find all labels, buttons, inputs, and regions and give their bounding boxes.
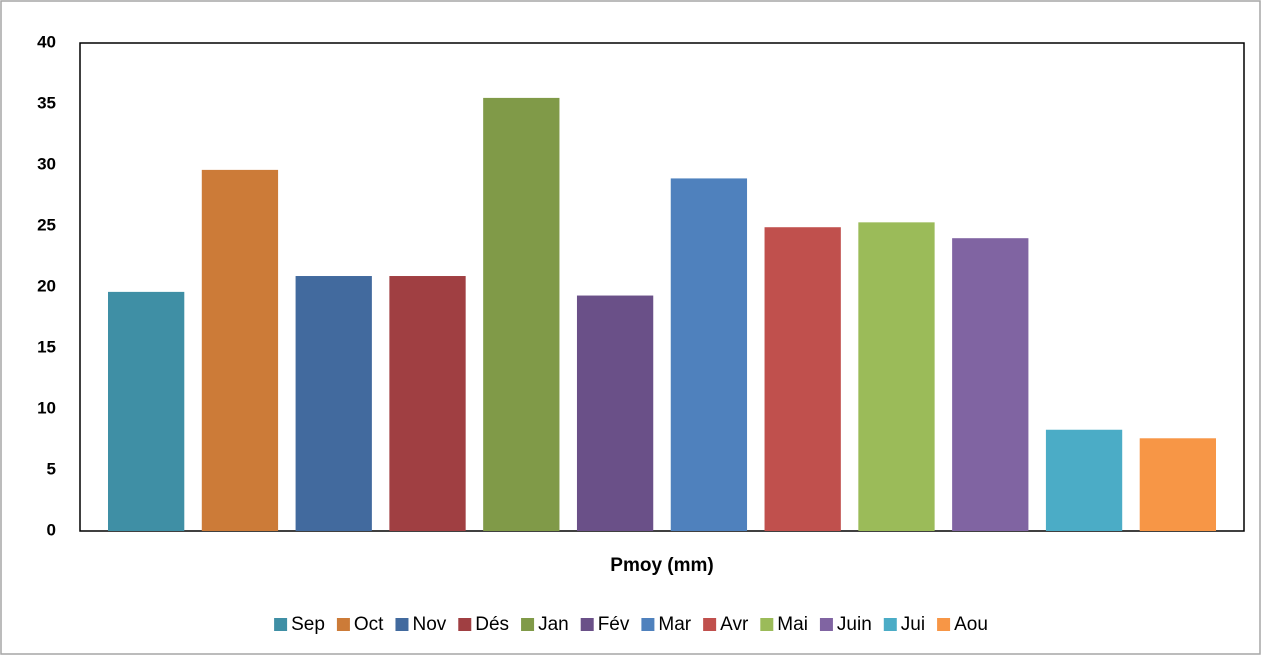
bar: [295, 276, 372, 531]
legend-label: Jan: [538, 614, 569, 635]
legend-swatch: [819, 618, 833, 631]
legend-swatch: [274, 618, 288, 631]
bar: [108, 291, 185, 531]
legend-swatch: [395, 618, 409, 631]
legend-label: Jui: [901, 614, 925, 635]
y-tick-label: 35: [37, 93, 56, 112]
legend-label: Juin: [837, 614, 872, 635]
bar: [1139, 438, 1216, 531]
bar: [1045, 429, 1123, 531]
y-tick-label: 20: [37, 276, 56, 295]
y-tick-label: 0: [47, 520, 56, 539]
bar: [764, 227, 841, 531]
legend-label: Sep: [291, 614, 325, 635]
legend-label: Nov: [412, 614, 446, 635]
bar: [576, 295, 654, 531]
y-tick-label: 25: [37, 215, 56, 234]
legend-swatch: [458, 618, 472, 631]
legend-label: Avr: [720, 614, 749, 635]
legend-swatch: [641, 618, 655, 631]
x-axis-category-label: Pmoy (mm): [610, 555, 713, 576]
legend-swatch: [760, 618, 774, 631]
legend-label: Fév: [598, 614, 630, 635]
bar: [858, 222, 935, 531]
plot-border: [79, 42, 1245, 532]
y-tick-label: 15: [37, 337, 56, 356]
legend-label: Oct: [354, 614, 384, 635]
bar: [201, 169, 279, 531]
y-tick-label: 30: [37, 154, 56, 173]
legend-swatch: [336, 618, 350, 631]
y-tick-label: 40: [37, 32, 56, 51]
legend-swatch: [883, 618, 897, 631]
bar: [952, 238, 1029, 531]
legend-swatch: [580, 618, 594, 631]
legend-swatch: [521, 618, 535, 631]
legend-label: Mai: [777, 614, 808, 635]
y-tick-label: 5: [47, 459, 56, 478]
legend-swatch: [937, 618, 951, 631]
legend-label: Dés: [475, 614, 509, 635]
legend-swatch: [703, 618, 717, 631]
bar: [483, 97, 560, 532]
bar: [670, 178, 748, 532]
y-tick-label: 10: [37, 398, 56, 417]
legend-label: Aou: [954, 614, 988, 635]
bar: [389, 276, 466, 531]
legend-label: Mar: [658, 614, 691, 635]
